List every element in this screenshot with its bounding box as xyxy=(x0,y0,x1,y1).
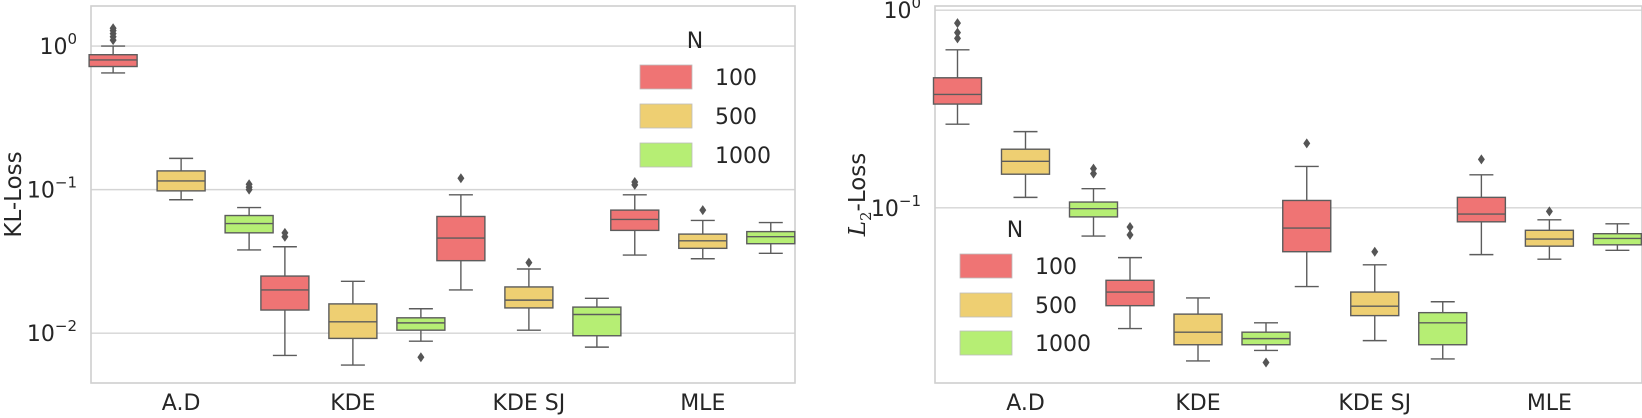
box-500-kde-sj xyxy=(1350,246,1400,342)
legend-label: 100 xyxy=(1035,255,1077,280)
plot-frame xyxy=(90,5,796,384)
box-500-kde-sj xyxy=(504,257,554,331)
iqr-box xyxy=(1418,311,1468,346)
box-1000-kde xyxy=(1241,322,1291,368)
box-1000-a-d xyxy=(224,179,274,251)
outlier-point xyxy=(245,179,253,190)
iqr-box xyxy=(1350,291,1400,317)
box-500-mle xyxy=(678,205,728,260)
box-500-mle xyxy=(1524,206,1575,260)
outlier-point xyxy=(1477,154,1485,165)
legend-swatch xyxy=(639,103,693,129)
box-100-kde xyxy=(1105,222,1155,330)
outlier-point xyxy=(953,33,961,44)
iqr-box xyxy=(746,230,796,245)
box-100-kde-sj xyxy=(436,173,486,291)
box-100-a-d xyxy=(932,18,983,125)
outlier-point xyxy=(1303,138,1311,149)
outlier-point xyxy=(457,173,465,184)
y-tick-label: 10−1 xyxy=(871,192,921,222)
y-axis-label: KL-Loss xyxy=(1,151,27,237)
legend: N 100 500 1000 xyxy=(959,218,1091,357)
iqr-box xyxy=(1068,201,1119,218)
legend-label: 500 xyxy=(1035,294,1077,319)
box-1000-mle xyxy=(746,221,796,255)
legend-title: N xyxy=(687,29,703,54)
iqr-box xyxy=(396,317,446,331)
x-category-label: KDE SJ xyxy=(1338,391,1411,416)
x-category-label: KDE xyxy=(1175,391,1220,416)
legend-swatch xyxy=(639,142,693,168)
box-500-a-d xyxy=(1000,130,1051,199)
x-category-label: A.D xyxy=(162,391,201,416)
outlier-point xyxy=(1545,206,1553,217)
iqr-box xyxy=(932,77,983,105)
box-1000-kde xyxy=(396,308,446,363)
outlier-point xyxy=(1089,168,1097,179)
x-category-label: MLE xyxy=(680,391,725,416)
kl-loss-panel: 10−2 10−1 100 KL-Loss A.D KDE KDE SJ MLE N 100 500… xyxy=(1,5,796,416)
x-category-label: MLE xyxy=(1527,391,1572,416)
l2-loss-panel: 10−1 100 L2-Loss A.D KDE KDE SJ MLE N 100 500 1000 xyxy=(845,0,1642,416)
box-100-mle xyxy=(610,176,660,256)
outlier-point xyxy=(631,176,639,187)
iqr-box xyxy=(610,209,660,232)
iqr-box xyxy=(1456,196,1507,223)
outlier-point xyxy=(525,257,533,268)
y-tick-label: 100 xyxy=(39,30,77,60)
legend-label: 500 xyxy=(715,105,757,130)
y-tick-label: 10−2 xyxy=(27,317,77,347)
iqr-box xyxy=(1173,313,1223,346)
box-500-kde xyxy=(328,280,378,366)
box-100-a-d xyxy=(88,23,138,74)
outlier-point xyxy=(699,205,707,216)
y-tick-label: 10−1 xyxy=(27,174,77,204)
outlier-point xyxy=(1126,229,1134,240)
outlier-point xyxy=(953,27,961,38)
legend-label: 1000 xyxy=(715,144,771,169)
legend-title: N xyxy=(1007,218,1023,243)
iqr-box xyxy=(1524,229,1575,247)
x-category-label: KDE xyxy=(330,391,375,416)
outlier-point xyxy=(281,227,289,238)
legend-swatch xyxy=(639,64,693,90)
outlier-point xyxy=(1089,163,1097,174)
plot-frame xyxy=(934,5,1642,384)
legend-swatch xyxy=(959,330,1013,356)
box-1000-mle xyxy=(1592,223,1642,251)
box-100-kde xyxy=(260,227,310,357)
box-1000-a-d xyxy=(1068,163,1119,237)
legend-label: 1000 xyxy=(1035,332,1091,357)
box-1000-kde-sj xyxy=(572,297,622,348)
box-1000-kde-sj xyxy=(1418,301,1468,360)
x-category-label: A.D xyxy=(1006,391,1045,416)
outlier-point xyxy=(953,18,961,29)
outlier-point xyxy=(1262,357,1270,368)
box-100-kde-sj xyxy=(1282,138,1332,288)
outlier-point xyxy=(109,23,117,34)
iqr-box xyxy=(1592,233,1642,246)
box-500-a-d xyxy=(156,157,206,201)
legend-swatch xyxy=(959,292,1013,318)
box-100-mle xyxy=(1456,154,1507,256)
iqr-box xyxy=(504,286,554,309)
outlier-point xyxy=(1126,222,1134,233)
legend-label: 100 xyxy=(715,66,757,91)
iqr-box xyxy=(572,306,622,337)
y-tick-label: 100 xyxy=(883,0,921,24)
iqr-box xyxy=(1282,199,1332,253)
iqr-box xyxy=(1105,279,1155,307)
box-500-kde xyxy=(1173,297,1223,362)
y-axis-label: L2-Loss xyxy=(845,153,875,238)
outlier-point xyxy=(1371,246,1379,257)
outlier-point xyxy=(417,352,425,363)
iqr-box xyxy=(260,275,310,311)
legend: N 100 500 1000 xyxy=(639,29,771,169)
legend-swatch xyxy=(959,253,1013,279)
x-category-label: KDE SJ xyxy=(493,391,566,416)
